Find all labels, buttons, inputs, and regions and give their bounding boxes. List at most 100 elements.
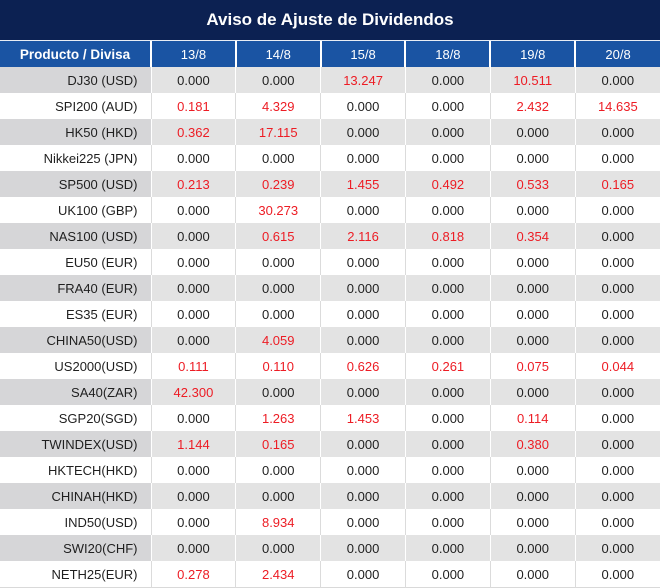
value-cell: 42.300 <box>150 379 236 405</box>
table-row: FRA40 (EUR) 0.000 0.000 0.000 0.000 0.000 0.00… <box>0 275 660 301</box>
value-cell: 0.000 <box>235 249 321 275</box>
column-header-date: 13/8 <box>150 41 236 67</box>
value-cell: 0.000 <box>235 275 321 301</box>
value-cell: 0.000 <box>320 197 406 223</box>
value-cell: 0.165 <box>574 171 660 197</box>
value-cell: 0.000 <box>320 431 406 457</box>
table-row: NETH25(EUR) 0.278 2.434 0.000 0.000 0.000 0.00… <box>0 561 660 588</box>
value-cell: 0.000 <box>404 145 491 171</box>
value-cell: 0.000 <box>574 301 660 327</box>
value-cell: 14.635 <box>574 93 660 119</box>
value-cell: 0.000 <box>574 379 660 405</box>
column-header-product: Producto / Divisa <box>0 41 151 67</box>
value-cell: 0.000 <box>574 561 660 588</box>
value-cell: 0.000 <box>404 509 491 535</box>
product-cell: SP500 (USD) <box>0 171 151 197</box>
value-cell: 0.000 <box>320 457 406 483</box>
value-cell: 0.000 <box>404 119 491 145</box>
page-title: Aviso de Ajuste de Dividendos <box>0 0 660 41</box>
product-cell: CHINA50(USD) <box>0 327 151 353</box>
value-cell: 0.000 <box>574 509 660 535</box>
value-cell: 0.000 <box>150 483 236 509</box>
value-cell: 0.000 <box>489 483 576 509</box>
value-cell: 0.000 <box>320 301 406 327</box>
value-cell: 0.213 <box>150 171 236 197</box>
product-cell: FRA40 (EUR) <box>0 275 151 301</box>
value-cell: 0.818 <box>404 223 491 249</box>
value-cell: 0.000 <box>404 301 491 327</box>
value-cell: 1.144 <box>150 431 236 457</box>
table-row: US2000(USD) 0.111 0.110 0.626 0.261 0.075 0.04… <box>0 353 660 379</box>
table-header-row: Producto / Divisa 13/8 14/8 15/8 18/8 19/8 20/… <box>0 41 660 67</box>
value-cell: 0.000 <box>150 535 236 561</box>
table-row: HK50 (HKD) 0.362 17.115 0.000 0.000 0.000 0.00… <box>0 119 660 145</box>
value-cell: 0.000 <box>489 561 576 588</box>
value-cell: 1.453 <box>320 405 406 431</box>
table-row: TWINDEX(USD) 1.144 0.165 0.000 0.000 0.380 0.0… <box>0 431 660 457</box>
value-cell: 0.000 <box>574 431 660 457</box>
value-cell: 0.000 <box>404 197 491 223</box>
value-cell: 2.434 <box>235 561 321 588</box>
table-row: NAS100 (USD) 0.000 0.615 2.116 0.818 0.354 0.0… <box>0 223 660 249</box>
value-cell: 1.263 <box>235 405 321 431</box>
column-header-date: 14/8 <box>234 41 321 67</box>
value-cell: 0.000 <box>404 275 491 301</box>
column-header-date: 18/8 <box>404 41 491 67</box>
value-cell: 2.432 <box>489 93 576 119</box>
value-cell: 0.000 <box>574 483 660 509</box>
value-cell: 0.000 <box>320 561 406 588</box>
product-cell: EU50 (EUR) <box>0 249 151 275</box>
value-cell: 0.533 <box>489 171 576 197</box>
value-cell: 0.000 <box>404 431 491 457</box>
product-cell: SPI200 (AUD) <box>0 93 151 119</box>
value-cell: 0.000 <box>574 223 660 249</box>
table-row: CHINAH(HKD) 0.000 0.000 0.000 0.000 0.000 0.00… <box>0 483 660 509</box>
value-cell: 0.000 <box>404 405 491 431</box>
value-cell: 0.000 <box>574 119 660 145</box>
value-cell: 0.000 <box>574 327 660 353</box>
value-cell: 0.000 <box>150 405 236 431</box>
table-row: ES35 (EUR) 0.000 0.000 0.000 0.000 0.000 0.000 <box>0 301 660 327</box>
value-cell: 0.000 <box>489 535 576 561</box>
table-row: EU50 (EUR) 0.000 0.000 0.000 0.000 0.000 0.000 <box>0 249 660 275</box>
value-cell: 0.000 <box>235 379 321 405</box>
product-cell: IND50(USD) <box>0 509 151 535</box>
value-cell: 4.329 <box>235 93 321 119</box>
product-cell: UK100 (GBP) <box>0 197 151 223</box>
value-cell: 0.000 <box>489 249 576 275</box>
value-cell: 0.114 <box>489 405 576 431</box>
value-cell: 0.000 <box>150 67 236 93</box>
value-cell: 0.000 <box>404 327 491 353</box>
product-cell: SGP20(SGD) <box>0 405 151 431</box>
value-cell: 0.000 <box>320 119 406 145</box>
product-cell: NAS100 (USD) <box>0 223 151 249</box>
value-cell: 0.000 <box>404 561 491 588</box>
value-cell: 17.115 <box>235 119 321 145</box>
dividend-adjustment-table: Producto / Divisa 13/8 14/8 15/8 18/8 19/8 20/… <box>0 41 660 588</box>
column-header-date: 15/8 <box>319 41 406 67</box>
value-cell: 0.000 <box>574 145 660 171</box>
value-cell: 0.000 <box>574 275 660 301</box>
table-row: SWI20(CHF) 0.000 0.000 0.000 0.000 0.000 0.000 <box>0 535 660 561</box>
value-cell: 0.000 <box>489 119 576 145</box>
value-cell: 0.000 <box>574 197 660 223</box>
value-cell: 0.000 <box>489 379 576 405</box>
value-cell: 0.075 <box>489 353 576 379</box>
value-cell: 2.116 <box>320 223 406 249</box>
product-cell: DJ30 (USD) <box>0 67 151 93</box>
value-cell: 0.110 <box>235 353 321 379</box>
value-cell: 0.000 <box>320 379 406 405</box>
value-cell: 0.380 <box>489 431 576 457</box>
value-cell: 0.000 <box>404 535 491 561</box>
product-cell: US2000(USD) <box>0 353 151 379</box>
value-cell: 0.239 <box>235 171 321 197</box>
table-row: SP500 (USD) 0.213 0.239 1.455 0.492 0.533 0.16… <box>0 171 660 197</box>
value-cell: 0.000 <box>320 249 406 275</box>
value-cell: 0.000 <box>235 301 321 327</box>
value-cell: 0.000 <box>150 223 236 249</box>
value-cell: 0.000 <box>235 483 321 509</box>
value-cell: 0.000 <box>404 93 491 119</box>
table-row: SGP20(SGD) 0.000 1.263 1.453 0.000 0.114 0.000 <box>0 405 660 431</box>
value-cell: 0.000 <box>489 509 576 535</box>
value-cell: 0.000 <box>150 301 236 327</box>
